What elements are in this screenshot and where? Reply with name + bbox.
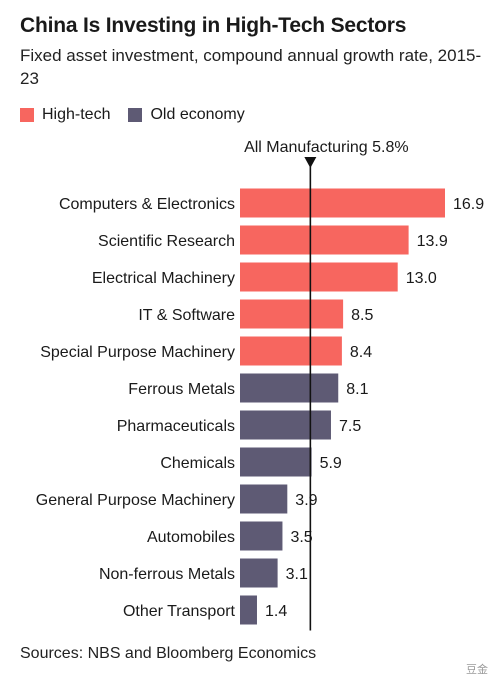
bar — [240, 336, 342, 366]
bar — [240, 299, 344, 329]
data-label: 8.1 — [346, 381, 368, 398]
bar — [240, 447, 312, 477]
category-label: Pharmaceuticals — [117, 418, 235, 435]
category-label: Other Transport — [123, 603, 236, 620]
bar — [240, 521, 283, 551]
watermark: 豆金 — [466, 664, 488, 676]
category-label: Special Purpose Machinery — [40, 344, 235, 361]
legend-item-old-economy: Old economy — [128, 106, 245, 124]
bar — [240, 225, 409, 255]
data-label: 8.5 — [351, 307, 373, 324]
bar — [240, 262, 398, 292]
legend-item-high-tech: High-tech — [20, 106, 110, 124]
category-label: Non-ferrous Metals — [99, 566, 235, 583]
bar — [240, 410, 331, 440]
bar — [240, 484, 288, 514]
category-label: Automobiles — [147, 529, 235, 546]
source-note: Sources: NBS and Bloomberg Economics — [20, 645, 317, 662]
category-label: IT & Software — [138, 307, 235, 324]
data-label: 8.4 — [350, 344, 372, 361]
data-label: 13.0 — [406, 270, 437, 287]
chart-title: China Is Investing in High-Tech Sectors — [20, 14, 407, 37]
category-label: General Purpose Machinery — [36, 492, 235, 509]
reference-line-label: All Manufacturing 5.8% — [244, 139, 409, 156]
legend-swatch-high-tech — [20, 108, 34, 122]
data-label: 1.4 — [265, 603, 287, 620]
data-label: 5.9 — [320, 455, 342, 472]
bar — [240, 558, 278, 588]
category-label: Computers & Electronics — [59, 196, 235, 213]
data-label: 3.9 — [295, 492, 317, 509]
chart-subtitle: Fixed asset investment, compound annual … — [20, 46, 482, 88]
category-label: Chemicals — [160, 455, 235, 472]
bar — [240, 595, 257, 625]
bar — [240, 188, 445, 218]
category-label: Scientific Research — [98, 233, 235, 250]
data-label: 3.1 — [286, 566, 308, 583]
data-label: 7.5 — [339, 418, 361, 435]
legend-label-high-tech: High-tech — [42, 106, 111, 123]
category-label: Ferrous Metals — [128, 381, 235, 398]
legend-swatch-old-economy — [128, 108, 143, 122]
category-label: Electrical Machinery — [92, 270, 235, 287]
bar — [240, 373, 339, 403]
data-label: 16.9 — [453, 196, 484, 213]
legend: High-tech Old economy — [20, 106, 263, 124]
legend-label-old-economy: Old economy — [150, 106, 245, 123]
reference-marker-icon — [304, 157, 317, 168]
bar-chart: Computers & Electronics 16.9 Scientific Re… — [36, 139, 484, 631]
data-label: 3.5 — [290, 529, 312, 546]
data-label: 13.9 — [417, 233, 448, 250]
